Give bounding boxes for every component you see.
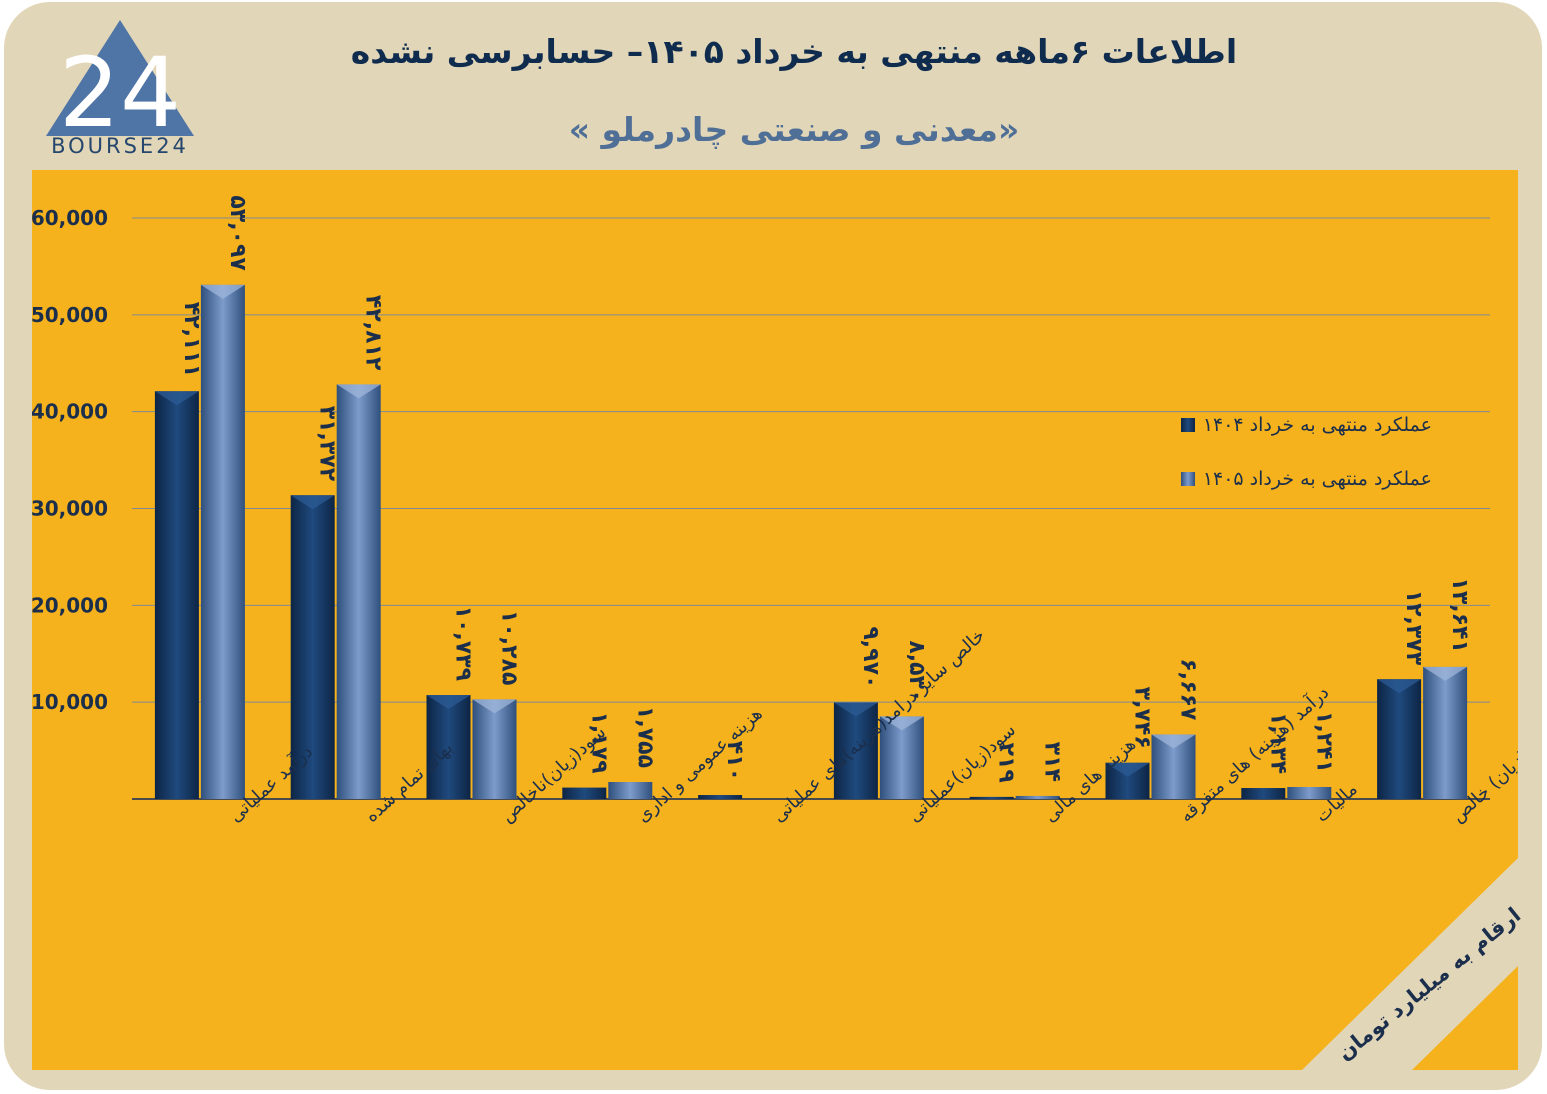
bar-cap <box>1105 762 1150 777</box>
legend-label: عملکرد منتهی به خرداد ۱۴۰۵ <box>1202 468 1432 490</box>
bar-cap <box>879 716 924 731</box>
data-label: ۴۱۰ <box>722 741 747 781</box>
bar-cap <box>290 495 335 510</box>
chart-panel: 10,000 20,000 30,000 40,000 50,000 60,000 ۴۲,… <box>32 170 1518 1070</box>
legend-label: عملکرد منتهی به خرداد ۱۴۰۴ <box>1202 414 1432 436</box>
bar-1405-8 <box>1287 786 1332 799</box>
legend-item-1405: عملکرد منتهی به خرداد ۱۴۰۵ <box>1180 466 1432 492</box>
data-label: ۹,۹۷۰ <box>858 626 883 688</box>
bar-1404-5 <box>833 702 878 799</box>
bar-cap <box>472 699 517 714</box>
data-labels: ۴۲,۱۱۱ ۵۳,۰۹۷ ۳۱,۳۷۲ ۴۲,۸۱۲ ۱۰,۷۳۹ ۱۰,۲۸۵ ۱,۱۷… <box>179 195 1472 783</box>
chart-subtitle: «معدنی و صنعتی چادرملو » <box>568 110 1020 149</box>
y-tick-label: 10,000 <box>32 690 108 714</box>
bar-cap <box>336 384 381 399</box>
bars <box>154 284 1468 799</box>
data-label: ۳۱۴ <box>1040 742 1065 782</box>
bar-1404-2 <box>426 695 471 799</box>
bar-cap <box>426 695 471 710</box>
bar-1405-0 <box>200 284 245 799</box>
bar-1404-8 <box>1241 788 1286 799</box>
bar-1405-6 <box>1015 795 1060 799</box>
data-label: ۲۱۹ <box>994 743 1019 783</box>
bar-cap <box>200 284 245 299</box>
bar-cap <box>833 702 878 717</box>
bar-cap <box>1151 734 1196 749</box>
bar-1404-3 <box>562 787 607 799</box>
legend-swatch-1405 <box>1180 472 1195 486</box>
data-label: ۶,۶۶۷ <box>1176 658 1201 721</box>
bar-1405-9 <box>1423 666 1468 799</box>
bar-1404-0 <box>154 391 199 799</box>
bar-1404-4 <box>698 795 743 799</box>
logo-text: BOURSE24 <box>51 134 189 158</box>
chart-title: اطلاعات ۶ماهه منتهی به خرداد ۱۴۰۵– حسابر… <box>350 32 1238 71</box>
legend-item-1404: عملکرد منتهی به خرداد ۱۴۰۴ <box>1180 412 1432 438</box>
category-label: مالیات <box>1312 779 1362 827</box>
y-tick-label: 40,000 <box>32 400 108 424</box>
data-label: ۴۲,۱۱۱ <box>179 302 204 378</box>
bar-1404-1 <box>290 495 335 799</box>
y-tick-label: 50,000 <box>32 303 108 327</box>
data-label: ۸,۵۳۰ <box>904 640 929 702</box>
data-label: ۱۳,۶۴۱ <box>1447 577 1472 653</box>
logo-icon: 24 <box>46 20 194 149</box>
bar-1405-1 <box>336 384 381 799</box>
data-label: ۳۱,۳۷۲ <box>315 406 340 482</box>
bar-1405-3 <box>608 782 653 799</box>
chart-card: 24 BOURSE24 اطلاعات ۶ماهه منتهی به خرداد… <box>4 2 1542 1090</box>
y-tick-label: 30,000 <box>32 497 108 521</box>
bar-chart: 10,000 20,000 30,000 40,000 50,000 60,000 ۴۲,… <box>32 195 1518 1070</box>
data-label: ۱,۱۳۴ <box>1265 712 1290 774</box>
data-label: ۱,۲۴۱ <box>1311 711 1336 773</box>
data-label: ۱۲,۳۷۳ <box>1401 590 1426 666</box>
bar-cap <box>154 391 199 406</box>
bar-cap <box>1377 679 1422 694</box>
data-label: ۵۳,۰۹۷ <box>225 195 250 271</box>
bar-1404-6 <box>969 796 1014 799</box>
data-label: ۱۰,۷۳۹ <box>451 606 476 682</box>
legend: عملکرد منتهی به خرداد ۱۴۰۴ عملکرد منتهی … <box>1180 412 1432 520</box>
legend-swatch-1404 <box>1180 418 1195 432</box>
data-label: ۱,۱۷۹ <box>586 712 611 774</box>
y-tick-label: 20,000 <box>32 593 108 617</box>
bar-cap <box>1423 666 1468 681</box>
y-axis-ticks: 10,000 20,000 30,000 40,000 50,000 60,000 <box>32 206 108 714</box>
y-tick-label: 60,000 <box>32 206 108 230</box>
data-label: ۳,۷۴۶ <box>1130 687 1155 749</box>
data-label: ۱,۷۵۵ <box>632 706 657 768</box>
data-label: ۴۲,۸۱۲ <box>361 295 386 371</box>
bar-1404-9 <box>1377 679 1422 799</box>
svg-text:24: 24 <box>59 37 181 149</box>
corner-stripe <box>1302 858 1518 1070</box>
bar-1405-2 <box>472 699 517 799</box>
data-label: ۱۰,۲۸۵ <box>497 610 522 686</box>
